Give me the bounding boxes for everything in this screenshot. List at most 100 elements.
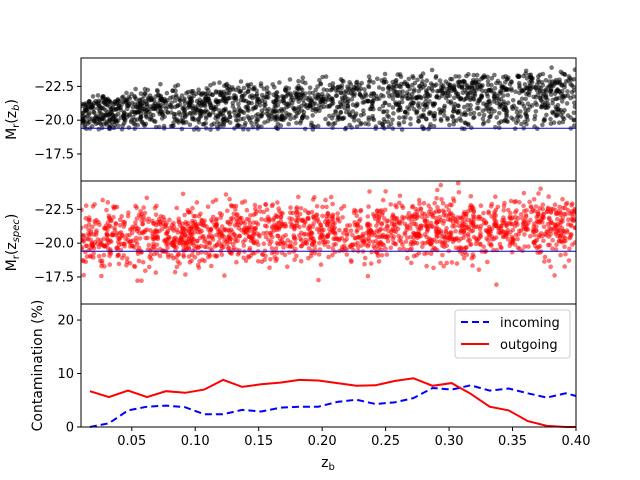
scatter-point (431, 210, 437, 216)
scatter-point (481, 112, 487, 118)
scatter-point (413, 206, 419, 212)
scatter-point (423, 219, 428, 224)
scatter-point (338, 109, 344, 115)
scatter-point (241, 243, 247, 248)
scatter-point (355, 101, 360, 107)
scatter-point (93, 114, 98, 120)
scatter-point (146, 98, 152, 103)
scatter-point (158, 214, 164, 219)
scatter-point (453, 228, 458, 234)
scatter-point (279, 107, 284, 112)
scatter-point (461, 79, 467, 84)
scatter-point (285, 244, 291, 249)
scatter-point (231, 211, 237, 217)
bottom-ylabel: Contamination (%) (30, 300, 46, 432)
scatter-point (439, 197, 444, 202)
scatter-point (563, 251, 568, 257)
scatter-point (198, 211, 203, 217)
scatter-point (571, 88, 576, 93)
scatter-point (219, 245, 225, 250)
scatter-point (519, 96, 525, 102)
scatter-point (477, 214, 483, 220)
scatter-point (154, 88, 160, 93)
scatter-point (369, 249, 374, 255)
scatter-point (246, 100, 252, 106)
scatter-point (115, 97, 121, 102)
scatter-point (569, 232, 574, 238)
scatter-point (420, 126, 426, 132)
scatter-point (145, 235, 150, 241)
scatter-point (190, 220, 196, 226)
scatter-point (236, 105, 242, 111)
scatter-point (152, 229, 157, 235)
scatter-point (466, 238, 471, 243)
scatter-point (421, 200, 427, 206)
scatter-point (565, 93, 571, 98)
scatter-point (371, 212, 376, 217)
scatter-point (260, 252, 266, 257)
scatter-point (555, 216, 560, 222)
scatter-point (424, 95, 429, 101)
scatter-point (209, 248, 215, 253)
top-yticks: −22.5 −20.0 −17.5 (34, 80, 81, 162)
scatter-point (500, 234, 506, 240)
scatter-point (330, 219, 336, 225)
scatter-point (381, 117, 387, 122)
scatter-point (412, 80, 418, 86)
scatter-point (102, 264, 107, 269)
scatter-point (478, 203, 484, 208)
scatter-point (261, 241, 267, 246)
scatter-point (572, 67, 576, 72)
scatter-point (317, 247, 323, 252)
scatter-point (263, 217, 268, 223)
scatter-point (311, 214, 316, 219)
scatter-point (486, 109, 492, 114)
scatter-point (296, 78, 301, 84)
scatter-point (143, 268, 148, 274)
scatter-point (393, 216, 399, 221)
scatter-point (272, 222, 277, 228)
scatter-point (514, 106, 519, 111)
scatter-point (153, 212, 159, 217)
scatter-point (406, 106, 412, 112)
scatter-point (132, 117, 137, 123)
scatter-point (308, 99, 314, 104)
scatter-point (240, 219, 246, 224)
scatter-point (289, 224, 294, 230)
scatter-point (190, 205, 195, 211)
ytick-label: −17.5 (34, 270, 74, 285)
scatter-point (146, 264, 152, 270)
scatter-point (469, 221, 474, 226)
scatter-point (468, 194, 474, 199)
scatter-point (529, 75, 534, 81)
scatter-point (333, 231, 338, 237)
scatter-point (330, 125, 335, 130)
scatter-point (358, 217, 363, 222)
scatter-point (406, 76, 412, 82)
scatter-point (552, 273, 557, 278)
bottom-lines (89, 377, 577, 428)
scatter-point (327, 113, 332, 119)
scatter-point (212, 253, 218, 258)
scatter-point (441, 213, 447, 218)
scatter-point (330, 252, 335, 258)
scatter-point (539, 231, 544, 236)
scatter-point (90, 103, 96, 108)
scatter-point (569, 211, 574, 216)
scatter-point (262, 257, 268, 263)
scatter-point (98, 238, 103, 243)
scatter-point (331, 113, 336, 118)
scatter-point (309, 242, 315, 247)
scatter-point (164, 90, 170, 96)
scatter-point (176, 110, 182, 115)
scatter-point (142, 228, 148, 233)
scatter-point (500, 218, 505, 223)
scatter-point (416, 118, 422, 124)
scatter-point (169, 105, 174, 110)
scatter-point (470, 228, 476, 233)
scatter-point (489, 226, 495, 231)
scatter-point (440, 240, 445, 246)
scatter-point (456, 190, 462, 195)
scatter-point (372, 232, 378, 238)
scatter-point (261, 209, 267, 215)
